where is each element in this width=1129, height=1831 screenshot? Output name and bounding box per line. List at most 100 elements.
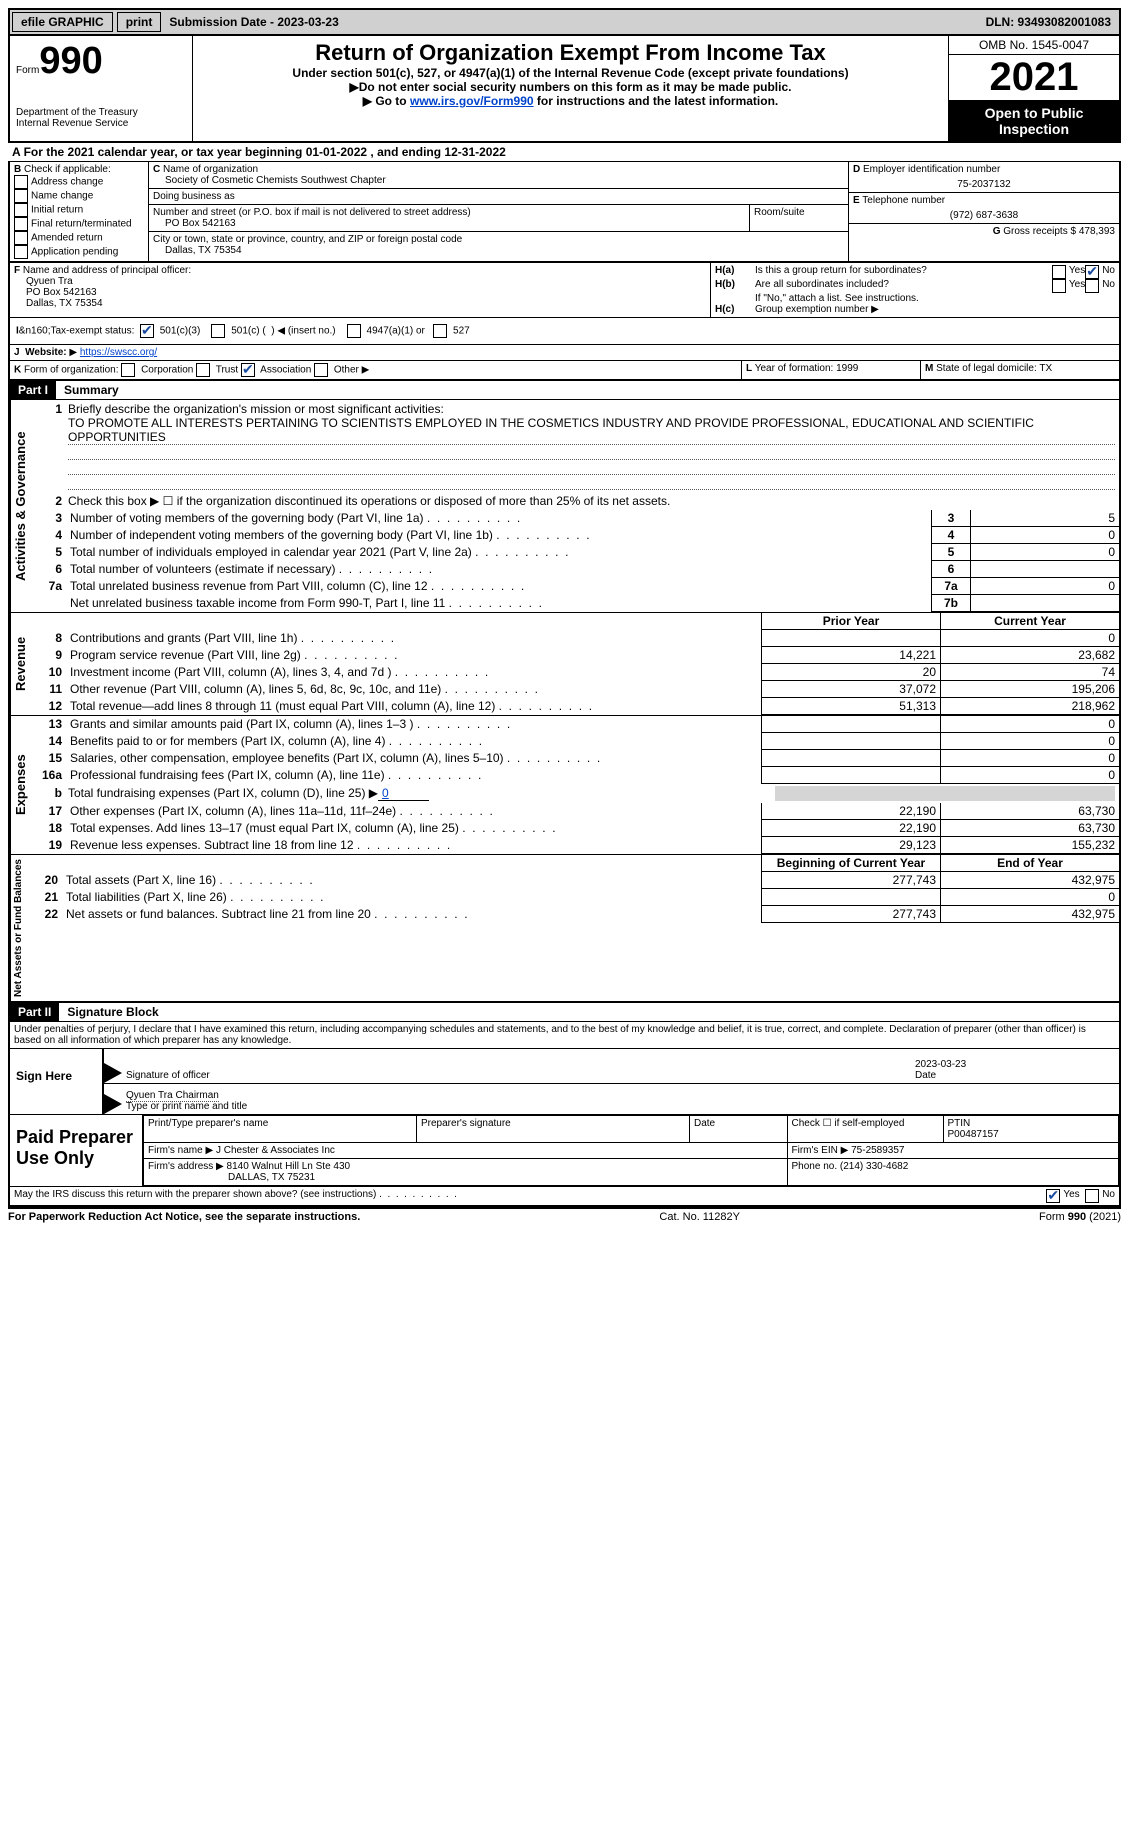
side-revenue: Revenue [10,613,30,715]
cb-hb-no[interactable] [1085,279,1099,293]
officer-city: Dallas, TX 75354 [14,298,103,309]
line16b-label: Total fundraising expenses (Part IX, col… [68,786,378,801]
telephone: (972) 687-3638 [853,210,1115,221]
firm-addr2: DALLAS, TX 75231 [148,1172,315,1183]
line1-text: TO PROMOTE ALL INTERESTS PERTAINING TO S… [68,416,1115,445]
cb-initial-return[interactable] [14,203,28,217]
submission-date-label: Submission Date - 2023-03-23 [163,13,344,31]
cb-name-change[interactable] [14,189,28,203]
irs-label: Internal Revenue Service [16,118,186,129]
cb-address-change[interactable] [14,175,28,189]
line-a-tax-year: A For the 2021 calendar year, or tax yea… [8,141,1121,162]
line1-label: Briefly describe the organization's miss… [68,402,444,416]
cb-ha-yes[interactable] [1052,265,1066,279]
ptin: P00487157 [948,1129,999,1140]
print-button[interactable]: print [117,12,162,32]
top-toolbar: efile GRAPHIC print Submission Date - 20… [8,8,1121,36]
footer-left: For Paperwork Reduction Act Notice, see … [8,1211,360,1223]
dln-label: DLN: 93493082001083 [978,13,1119,31]
side-expenses: Expenses [10,716,30,854]
ein: 75-2037132 [853,179,1115,190]
city-state-zip: Dallas, TX 75354 [153,245,242,256]
part-ii-title: Signature Block [59,1003,166,1021]
preparer-table: Print/Type preparer's name Preparer's si… [143,1115,1119,1186]
ag-lines-table: 3 Number of voting members of the govern… [30,510,1119,612]
box-m: M State of legal domicile: TX [921,361,1119,379]
org-name: Society of Cosmetic Chemists Southwest C… [153,175,386,186]
na-lines-table: Beginning of Current YearEnd of Year 20 … [26,855,1119,923]
box-l: L Year of formation: 1999 [742,361,921,379]
firm-name: J Chester & Associates Inc [216,1145,335,1156]
tax-year: 2021 [949,55,1119,101]
form-header: Form990 Department of the Treasury Inter… [8,36,1121,141]
cb-other[interactable] [314,363,328,377]
omb-number: OMB No. 1545-0047 [949,36,1119,55]
line16b-value[interactable]: 0 [378,786,429,801]
firm-phone: (214) 330-4682 [840,1161,908,1172]
form-word: Form [16,65,39,76]
form-subtitle-2: Do not enter social security numbers on … [199,80,942,94]
cb-amended-return[interactable] [14,231,28,245]
discuss-question: May the IRS discuss this return with the… [14,1189,1046,1203]
line2-text: Check this box ▶ ☐ if the organization d… [68,494,1115,508]
part-i-tag: Part I [10,381,56,399]
efile-button[interactable]: efile GRAPHIC [12,12,113,32]
box-c: C Name of organization Society of Cosmet… [149,162,849,261]
website-link[interactable]: https://swscc.org/ [80,347,157,358]
street-address: PO Box 542163 [153,218,236,229]
firm-ein: 75-2589357 [851,1145,904,1156]
part-i: Part ISummary Activities & Governance 1 … [8,381,1121,1003]
sig-officer-label: Signature of officer [122,1068,911,1083]
sign-arrow-icon-2 [104,1094,122,1114]
box-j: J Website: ▶ https://swscc.org/ [10,345,161,360]
sign-here-label: Sign Here [10,1049,102,1114]
sig-date: 2023-03-23 [915,1059,966,1070]
irs-link[interactable]: www.irs.gov/Form990 [410,94,534,108]
officer-addr: PO Box 542163 [14,287,97,298]
open-to-public: Open to Public Inspection [949,101,1119,141]
exp-lines-table: 13 Grants and similar amounts paid (Part… [30,716,1119,784]
perjury-declaration: Under penalties of perjury, I declare th… [10,1022,1119,1049]
form-subtitle-3: Go to www.irs.gov/Form990 for instructio… [199,94,942,108]
officer-name: Qyuen Tra [14,276,73,287]
cb-527[interactable] [433,324,447,338]
sign-arrow-icon [104,1063,122,1083]
part-ii-tag: Part II [10,1003,59,1021]
cb-final-return[interactable] [14,217,28,231]
box-f: F Name and address of principal officer:… [10,263,711,317]
form-number: 990 [39,40,102,82]
cb-trust[interactable] [196,363,210,377]
part-ii: Part IISignature Block Under penalties o… [8,1003,1121,1207]
side-activities-governance: Activities & Governance [10,400,30,612]
side-net-assets: Net Assets or Fund Balances [10,855,26,1001]
cb-discuss-no[interactable] [1085,1189,1099,1203]
cb-discuss-yes[interactable] [1046,1189,1060,1203]
page-footer: For Paperwork Reduction Act Notice, see … [8,1207,1121,1223]
box-b: B Check if applicable: Address change Na… [10,162,149,261]
cb-hb-yes[interactable] [1052,279,1066,293]
box-h: H(a)Is this a group return for subordina… [711,263,1119,317]
box-k: K Form of organization: Corporation Trus… [10,361,742,379]
cb-4947[interactable] [347,324,361,338]
paid-preparer-label: Paid Preparer Use Only [10,1115,142,1186]
form-title: Return of Organization Exempt From Incom… [199,40,942,66]
box-i: I&n160;Tax-exempt status: 501(c)(3) 501(… [10,318,476,344]
room-suite-label: Room/suite [750,205,848,231]
cb-corp[interactable] [121,363,135,377]
cb-assoc[interactable] [241,363,255,377]
cb-501c3[interactable] [140,324,154,338]
h-note: If "No," attach a list. See instructions… [715,293,1115,304]
firm-addr1: 8140 Walnut Hill Ln Ste 430 [227,1161,351,1172]
dba-label: Doing business as [149,189,848,205]
cb-application-pending[interactable] [14,245,28,259]
form-subtitle-1: Under section 501(c), 527, or 4947(a)(1)… [199,66,942,80]
part-i-title: Summary [56,381,127,399]
cb-ha-no[interactable] [1085,265,1099,279]
dept-treasury: Department of the Treasury [16,107,186,118]
rev-lines-table: Prior YearCurrent Year 8 Contributions a… [30,613,1119,715]
cb-501c[interactable] [211,324,225,338]
box-deg: D Employer identification number75-20371… [849,162,1119,261]
footer-right: Form 990 (2021) [1039,1211,1121,1223]
footer-cat: Cat. No. 11282Y [659,1211,740,1223]
gross-receipts: 478,393 [1079,226,1115,237]
